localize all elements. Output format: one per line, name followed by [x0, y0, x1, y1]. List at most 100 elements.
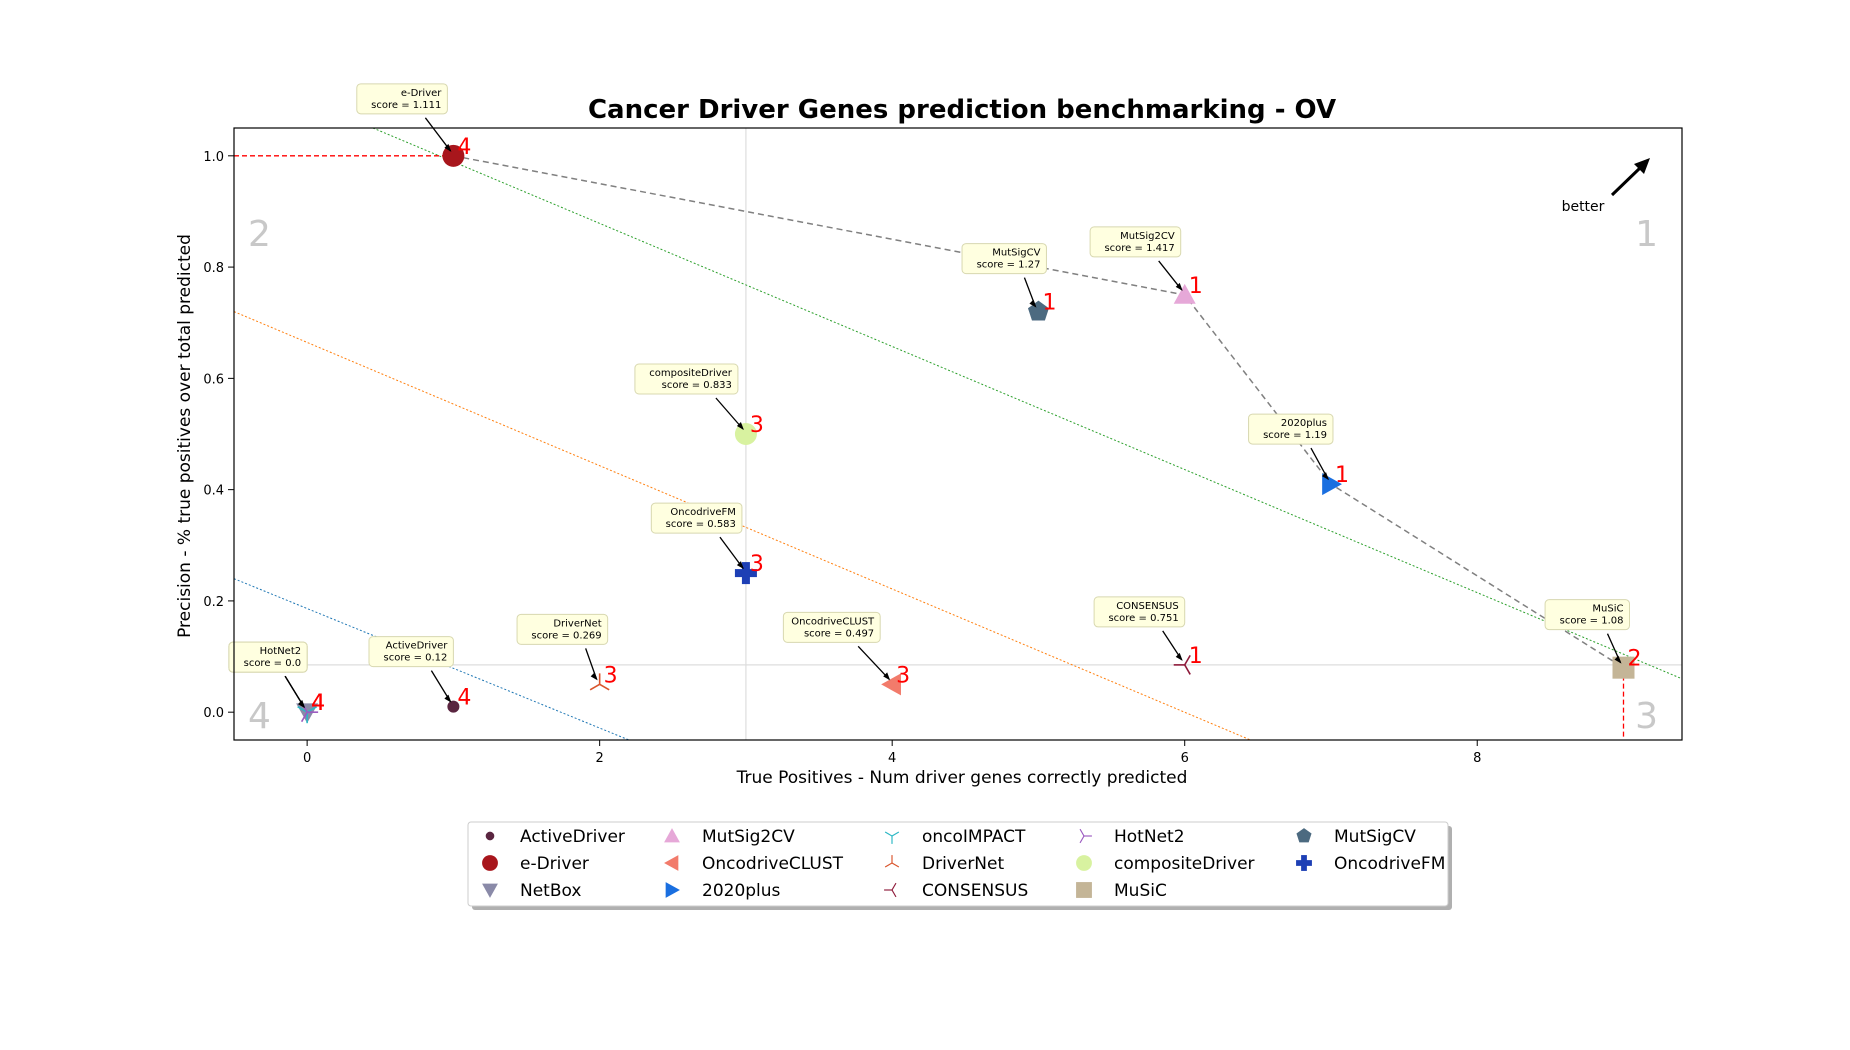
rank-label-oncodrivefm: 3: [750, 552, 764, 577]
y-tick-label-0.8: 0.8: [203, 261, 224, 276]
legend-marker-drivernet-arm-2: [884, 862, 893, 868]
annotation-name-music: MuSiC: [1592, 604, 1623, 615]
marker-compositedriver: [734, 423, 757, 445]
x-tick-label-8: 8: [1473, 751, 1481, 766]
legend-item-netbox: NetBox: [482, 881, 581, 901]
chart-title: Cancer Driver Genes prediction benchmark…: [588, 95, 1336, 125]
legend-marker-oncoimpact: [884, 831, 900, 844]
marker-hotnet2-arm-1: [300, 711, 308, 723]
marker-e-driver: [442, 144, 465, 167]
annotation-name-oncodriveclust: OncodriveCLUST: [791, 616, 875, 627]
marker-consensus: [1173, 654, 1191, 675]
y-tick-label-1: 1.0: [203, 150, 224, 165]
rank-label-consensus: 1: [1189, 644, 1203, 669]
legend-marker-oncoimpact-arm-1: [884, 831, 893, 837]
legend-item-music: MuSiC: [1076, 881, 1167, 901]
legend-label-compositedriver: compositeDriver: [1114, 854, 1255, 874]
legend-item-mutsigcv: MutSigCV: [1296, 827, 1416, 847]
legend-marker-compositedriver-shape: [1076, 855, 1092, 871]
legend-marker-music: [1076, 882, 1092, 898]
annotation-arrowhead-compositedriver: [736, 422, 744, 430]
marker-oncodrivefm: [734, 562, 757, 585]
annotation-arrowhead-drivernet: [590, 672, 598, 681]
legend-label-netbox: NetBox: [520, 881, 581, 901]
legend-marker-2020plus: [665, 882, 680, 898]
legend-label-oncoimpact: oncoIMPACT: [922, 827, 1026, 847]
legend-item-2020plus: 2020plus: [665, 881, 781, 901]
rank-label-music: 2: [1627, 647, 1641, 672]
legend-marker-mutsigcv: [1296, 828, 1312, 843]
legend-marker-2020plus-shape: [665, 882, 680, 898]
x-axis-label: True Positives - Num driver genes correc…: [736, 768, 1188, 788]
legend-marker-oncodriveclust-shape: [664, 855, 679, 871]
marker-consensus-arm-2: [1184, 664, 1191, 675]
marker-drivernet-arm-2: [589, 683, 601, 691]
marker-music-shape: [1612, 656, 1635, 679]
annotation-name-consensus: CONSENSUS: [1116, 601, 1179, 612]
annotation-score-mutsig2cv: score = 1.417: [1104, 243, 1174, 254]
legend-marker-drivernet-arm-1: [891, 862, 900, 868]
legend: ActiveDriver e-Driver NetBox MutSig2CV Oncod…: [467, 821, 1452, 910]
iso-score-line-1: [372, 128, 1682, 680]
legend-marker-activedriver: [485, 831, 495, 841]
annotation-arrowhead-mutsigcv: [1029, 299, 1037, 308]
annotation-name-drivernet: DriverNet: [553, 618, 601, 629]
annotation-name-e-driver: e-Driver: [401, 88, 442, 99]
annotation-name-mutsig2cv: MutSig2CV: [1120, 231, 1175, 242]
rank-label-mutsig2cv: 1: [1189, 274, 1203, 299]
legend-item-hotnet2: HotNet2: [1079, 827, 1185, 847]
rank-label-activedriver: 4: [457, 686, 471, 711]
legend-item-oncoimpact: oncoIMPACT: [884, 827, 1026, 847]
annotation-score-mutsigcv: score = 1.27: [977, 260, 1041, 271]
better-label: better: [1562, 199, 1605, 215]
annotation-arrowhead-music: [1614, 655, 1622, 664]
annotation-score-oncodriveclust: score = 0.497: [804, 628, 874, 639]
legend-marker-consensus-arm-1: [891, 882, 897, 891]
marker-activedriver-shape: [447, 700, 460, 713]
legend-label-hotnet2: HotNet2: [1114, 827, 1185, 847]
annotation-arrow-e-driver: [424, 117, 451, 152]
marker-compositedriver-shape: [734, 423, 757, 445]
quadrant-label-2: 2: [248, 214, 271, 255]
annotation-arrowhead-hotnet2: [298, 700, 306, 709]
better-arrow-head: [1634, 158, 1650, 174]
annotation-box-oncodriveclust: [782, 611, 881, 643]
marker-consensus-arm-1: [1184, 654, 1191, 666]
legend-item-oncodriveclust: OncodriveCLUST: [664, 854, 844, 874]
quadrant-label-4: 4: [248, 696, 271, 737]
plot-frame: [233, 127, 1683, 741]
rank-label-e-driver: 4: [457, 135, 471, 160]
legend-marker-oncodrivefm: [1296, 855, 1312, 871]
legend-marker-oncoimpact-arm-2: [891, 831, 900, 837]
annotation-box-music: [1544, 599, 1630, 631]
legend-marker-mutsigcv-shape: [1296, 828, 1312, 843]
legend-marker-oncodrivefm-bar-v: [1301, 855, 1307, 871]
legend-label-activedriver: ActiveDriver: [520, 827, 625, 847]
legend-marker-hotnet2-arm-2: [1079, 828, 1085, 837]
legend-label-mutsig2cv: MutSig2CV: [702, 827, 795, 847]
legend-label-consensus: CONSENSUS: [922, 881, 1028, 901]
rank-label-mutsigcv: 1: [1042, 291, 1056, 316]
annotation-arrow-compositedriver: [715, 397, 744, 430]
x-tick-label-0: 0: [303, 751, 311, 766]
legend-marker-hotnet2-arm-1: [1079, 835, 1085, 844]
annotation-name-2020plus: 2020plus: [1281, 418, 1327, 429]
annotation-score-oncodrivefm: score = 0.583: [666, 519, 736, 530]
annotation-box-consensus: [1093, 596, 1186, 628]
x-tick-label-2: 2: [596, 751, 604, 766]
annotation-box-mutsigcv: [961, 243, 1047, 275]
y-tick-label-0.4: 0.4: [203, 484, 224, 499]
x-tick-label-6: 6: [1181, 751, 1189, 766]
legend-label-drivernet: DriverNet: [922, 854, 1004, 874]
rank-label-drivernet: 3: [604, 663, 618, 688]
rank-label-compositedriver: 3: [750, 413, 764, 438]
annotation-box-compositedriver: [634, 363, 739, 395]
marker-oncodriveclust-shape: [881, 673, 901, 696]
